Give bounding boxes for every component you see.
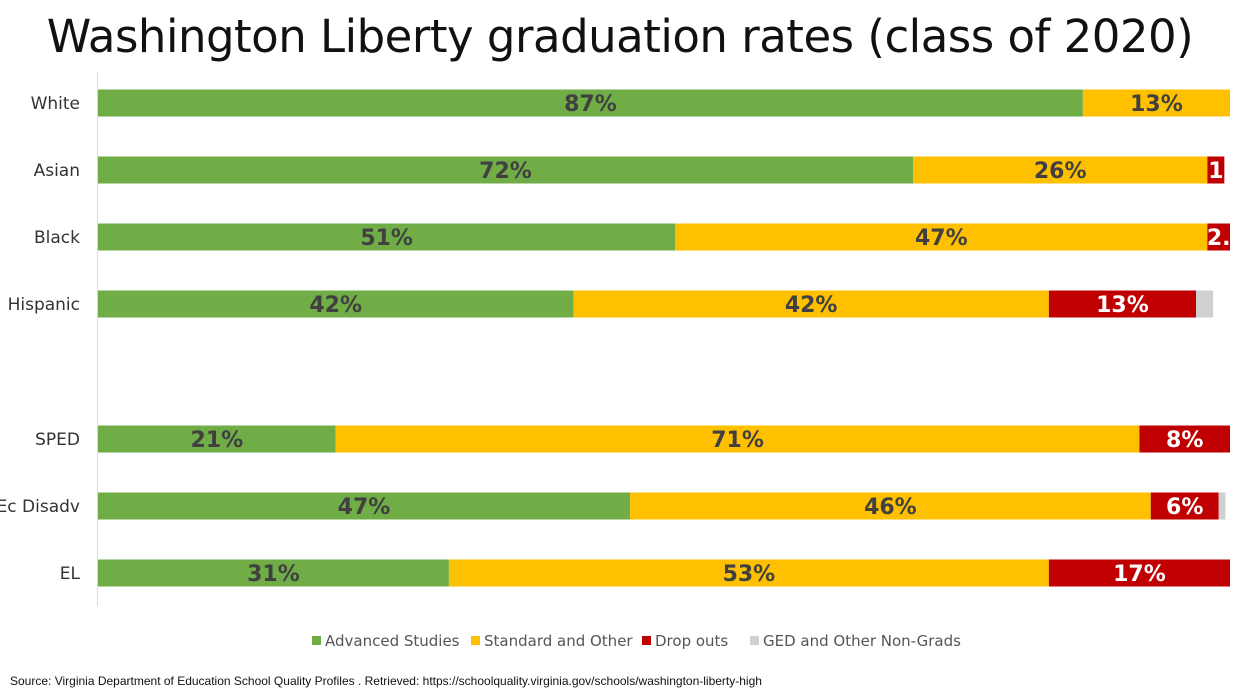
bar-ged-and-other-non-grads-hispanic (1196, 290, 1214, 318)
bar-advanced-studies-asian (98, 156, 914, 184)
bar-standard-and-other-sped (335, 425, 1140, 453)
legend-swatch-drop-outs (642, 636, 651, 645)
data-label-advanced-studies-hispanic: 42% (309, 293, 362, 318)
category-label-white: White (31, 94, 80, 114)
data-label-standard-and-other-black: 47% (915, 226, 968, 251)
data-label-advanced-studies-asian: 72% (479, 159, 532, 184)
legend-swatch-ged-and-other-non-grads (750, 636, 759, 645)
legend-label-drop-outs: Drop outs (655, 632, 728, 650)
bar-advanced-studies-sped (98, 425, 336, 453)
category-label-ec-disadv: Ec Disadv (0, 497, 80, 517)
data-label-advanced-studies-black: 51% (360, 226, 413, 251)
bar-drop-outs-sped (1139, 425, 1230, 453)
data-label-standard-and-other-el: 53% (723, 562, 776, 587)
chart-title: Washington Liberty graduation rates (cla… (46, 10, 1194, 63)
bar-drop-outs-el (1048, 559, 1230, 587)
data-label-standard-and-other-hispanic: 42% (785, 293, 838, 318)
bar-drop-outs-asian (1207, 156, 1225, 184)
data-label-drop-outs-ec-disadv: 6% (1166, 495, 1203, 520)
data-label-standard-and-other-white: 13% (1130, 92, 1183, 117)
legend-label-ged-and-other-non-grads: GED and Other Non-Grads (763, 632, 961, 650)
data-label-drop-outs-el: 17% (1113, 562, 1166, 587)
data-label-standard-and-other-asian: 26% (1034, 159, 1087, 184)
bar-standard-and-other-white (1082, 89, 1230, 117)
legend: Advanced Studies Standard and Other Drop o… (312, 632, 961, 650)
category-label-asian: Asian (34, 161, 80, 181)
data-label-drop-outs-sped: 8% (1166, 428, 1203, 453)
bar-standard-and-other-ec-disadv (630, 492, 1151, 520)
data-label-standard-and-other-sped: 71% (711, 428, 764, 453)
bars-layer (98, 89, 1230, 587)
labels-layer: White 87% 13% Asian 72% 26% 1 Black 51% 47% 2. Hisp… (0, 92, 1231, 587)
data-label-drop-outs-hispanic: 13% (1096, 293, 1149, 318)
bar-drop-outs-ec-disadv (1150, 492, 1219, 520)
bar-standard-and-other-hispanic (573, 290, 1049, 318)
data-label-advanced-studies-white: 87% (564, 92, 617, 117)
bar-advanced-studies-el (98, 559, 449, 587)
category-label-sped: SPED (35, 430, 80, 450)
bar-advanced-studies-ec-disadv (98, 492, 631, 520)
legend-label-standard-and-other: Standard and Other (484, 632, 633, 650)
bar-drop-outs-black (1207, 223, 1230, 251)
data-label-drop-outs-black: 2. (1207, 226, 1231, 251)
bar-standard-and-other-black (675, 223, 1208, 251)
data-label-standard-and-other-ec-disadv: 46% (864, 495, 917, 520)
data-label-drop-outs-asian: 1 (1208, 159, 1223, 184)
bar-standard-and-other-el (448, 559, 1049, 587)
data-label-advanced-studies-ec-disadv: 47% (338, 495, 391, 520)
bar-standard-and-other-asian (913, 156, 1208, 184)
data-label-advanced-studies-el: 31% (247, 562, 300, 587)
bar-advanced-studies-hispanic (98, 290, 574, 318)
bar-drop-outs-hispanic (1048, 290, 1197, 318)
bar-advanced-studies-white (98, 89, 1083, 117)
category-label-hispanic: Hispanic (8, 295, 80, 315)
legend-label-advanced-studies: Advanced Studies (325, 632, 460, 650)
category-label-black: Black (34, 228, 80, 248)
legend-swatch-advanced-studies (312, 636, 321, 645)
data-label-advanced-studies-sped: 21% (191, 428, 244, 453)
bar-advanced-studies-black (98, 223, 676, 251)
legend-swatch-standard-and-other (471, 636, 480, 645)
category-label-el: EL (60, 564, 81, 584)
bar-ged-and-other-non-grads-ec-disadv (1218, 492, 1226, 520)
source-note: Source: Virginia Department of Education… (10, 674, 762, 688)
